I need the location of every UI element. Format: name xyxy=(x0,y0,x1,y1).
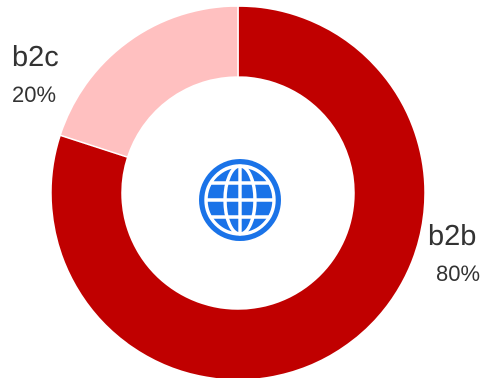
slice-b2c xyxy=(59,5,239,159)
slice-label-b2c: b2c xyxy=(12,41,59,73)
donut-slices xyxy=(50,5,426,378)
slice-labels: b2b 80% b2c 20% xyxy=(12,41,480,286)
slice-value-b2c: 20% xyxy=(12,82,56,107)
slice-b2b xyxy=(50,5,426,378)
slice-label-b2b: b2b xyxy=(428,220,476,252)
slice-value-b2b: 80% xyxy=(436,261,480,286)
globe-icon xyxy=(199,159,281,241)
